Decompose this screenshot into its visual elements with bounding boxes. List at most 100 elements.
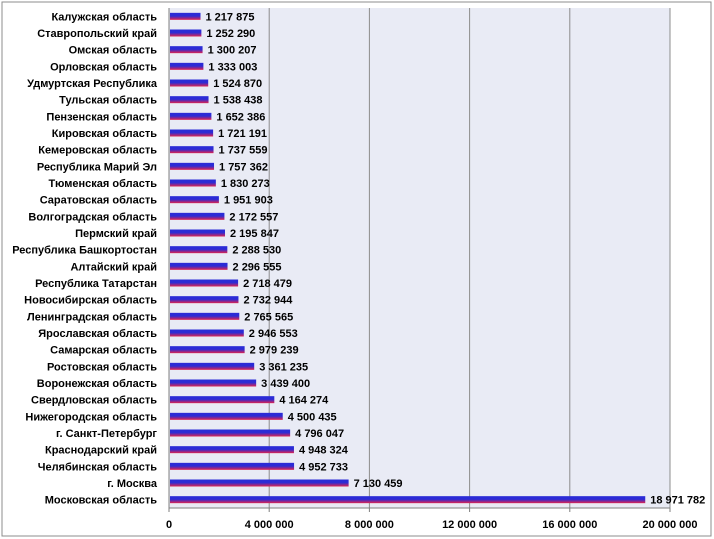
category-label: Воронежская область xyxy=(37,378,157,390)
data-label: 4 164 274 xyxy=(279,395,329,407)
category-label: Республика Башкортостан xyxy=(12,245,157,257)
data-label: 1 300 207 xyxy=(208,45,257,57)
bar xyxy=(170,112,212,120)
category-label: Алтайский край xyxy=(70,261,157,273)
category-label: Кемеровская область xyxy=(38,145,157,157)
bar xyxy=(170,196,219,204)
bar xyxy=(170,162,215,170)
x-tick-label: 4 000 000 xyxy=(245,519,294,531)
bar xyxy=(170,62,204,70)
bar xyxy=(170,29,202,37)
category-label: Пермский край xyxy=(75,228,157,240)
data-label: 2 296 555 xyxy=(233,261,282,273)
value-labels: 1 217 875 1 252 290 1 300 207 1 333 003 1 52… xyxy=(206,11,706,506)
bar xyxy=(170,446,294,454)
x-tick-label: 12 000 000 xyxy=(442,519,497,531)
data-label: 3 361 235 xyxy=(259,361,308,373)
data-label: 1 737 559 xyxy=(219,145,268,157)
bar xyxy=(170,346,245,354)
bar xyxy=(170,129,214,137)
bar xyxy=(170,462,295,470)
data-label: 4 952 733 xyxy=(299,461,348,473)
category-label: г. Санкт-Петербург xyxy=(56,428,157,440)
category-label: г. Москва xyxy=(107,478,158,490)
bar xyxy=(170,329,244,337)
category-label: Свердловская область xyxy=(31,395,157,407)
data-label: 4 796 047 xyxy=(295,428,344,440)
data-label: 1 538 438 xyxy=(214,95,263,107)
data-label: 2 718 479 xyxy=(243,278,292,290)
data-label: 7 130 459 xyxy=(354,478,403,490)
data-label: 1 951 903 xyxy=(224,195,273,207)
data-label: 1 524 870 xyxy=(213,78,262,90)
bar xyxy=(170,12,201,20)
category-label: Кировская область xyxy=(52,128,157,140)
bar xyxy=(170,396,275,404)
category-label: Ленинградская область xyxy=(27,311,157,323)
category-label: Тульская область xyxy=(59,95,157,107)
bar xyxy=(170,46,203,54)
category-label: Удмуртская Республика xyxy=(27,78,158,90)
x-tick-label: 16 000 000 xyxy=(542,519,597,531)
bar xyxy=(170,429,291,437)
data-label: 2 288 530 xyxy=(232,245,281,257)
category-label: Орловская область xyxy=(50,61,157,73)
category-label: Республика Татарстан xyxy=(35,278,157,290)
bar xyxy=(170,312,240,320)
bar xyxy=(170,179,216,187)
data-label: 2 765 565 xyxy=(244,311,293,323)
plot-area xyxy=(169,8,670,508)
bar xyxy=(170,246,228,254)
data-label: 18 971 782 xyxy=(650,495,705,507)
data-label: 1 217 875 xyxy=(206,11,255,23)
category-labels: Калужская область Ставропольский край Омск… xyxy=(12,11,158,506)
category-label: Новосибирская область xyxy=(24,295,157,307)
data-label: 4 500 435 xyxy=(288,411,337,423)
bar xyxy=(170,279,239,287)
category-label: Пензенская область xyxy=(46,111,157,123)
category-label: Нижегородская область xyxy=(25,411,157,423)
data-label: 2 195 847 xyxy=(230,228,279,240)
category-label: Ростовская область xyxy=(47,361,157,373)
bar xyxy=(170,229,226,237)
bar xyxy=(170,379,257,387)
gridlines xyxy=(268,8,671,508)
bar xyxy=(170,146,214,154)
category-label: Самарская область xyxy=(50,345,157,357)
x-tick-label: 0 xyxy=(166,519,172,531)
bar xyxy=(170,362,255,370)
category-label: Московская область xyxy=(45,495,157,507)
data-label: 1 252 290 xyxy=(206,28,255,40)
data-label: 1 830 273 xyxy=(221,178,270,190)
category-label: Республика Марий Эл xyxy=(37,161,157,173)
bar xyxy=(170,296,239,304)
data-label: 2 979 239 xyxy=(250,345,299,357)
data-label: 2 946 553 xyxy=(249,328,298,340)
bar xyxy=(170,479,349,487)
category-label: Калужская область xyxy=(51,11,157,23)
bar xyxy=(170,262,228,270)
category-label: Тюменская область xyxy=(48,178,157,190)
x-tick-label: 8 000 000 xyxy=(345,519,394,531)
data-label: 2 732 944 xyxy=(243,295,293,307)
data-label: 3 439 400 xyxy=(261,378,310,390)
bar xyxy=(170,212,225,220)
data-label: 1 721 191 xyxy=(218,128,267,140)
x-tick-label: 20 000 000 xyxy=(642,519,697,531)
bar xyxy=(170,96,209,104)
category-label: Ставропольский край xyxy=(37,28,157,40)
data-label: 4 948 324 xyxy=(299,445,349,457)
category-label: Омская область xyxy=(69,45,158,57)
category-label: Саратовская область xyxy=(40,195,158,207)
data-label: 1 757 362 xyxy=(219,161,268,173)
category-label: Краснодарский край xyxy=(45,445,157,457)
x-axis-ticks: 0 4 000 000 8 000 000 12 000 000 16 000 000 2… xyxy=(166,508,698,531)
bars xyxy=(170,12,646,504)
data-label: 1 652 386 xyxy=(216,111,265,123)
category-label: Челябинская область xyxy=(38,461,158,473)
bar xyxy=(170,496,646,504)
data-label: 1 333 003 xyxy=(208,61,257,73)
bar xyxy=(170,79,209,87)
